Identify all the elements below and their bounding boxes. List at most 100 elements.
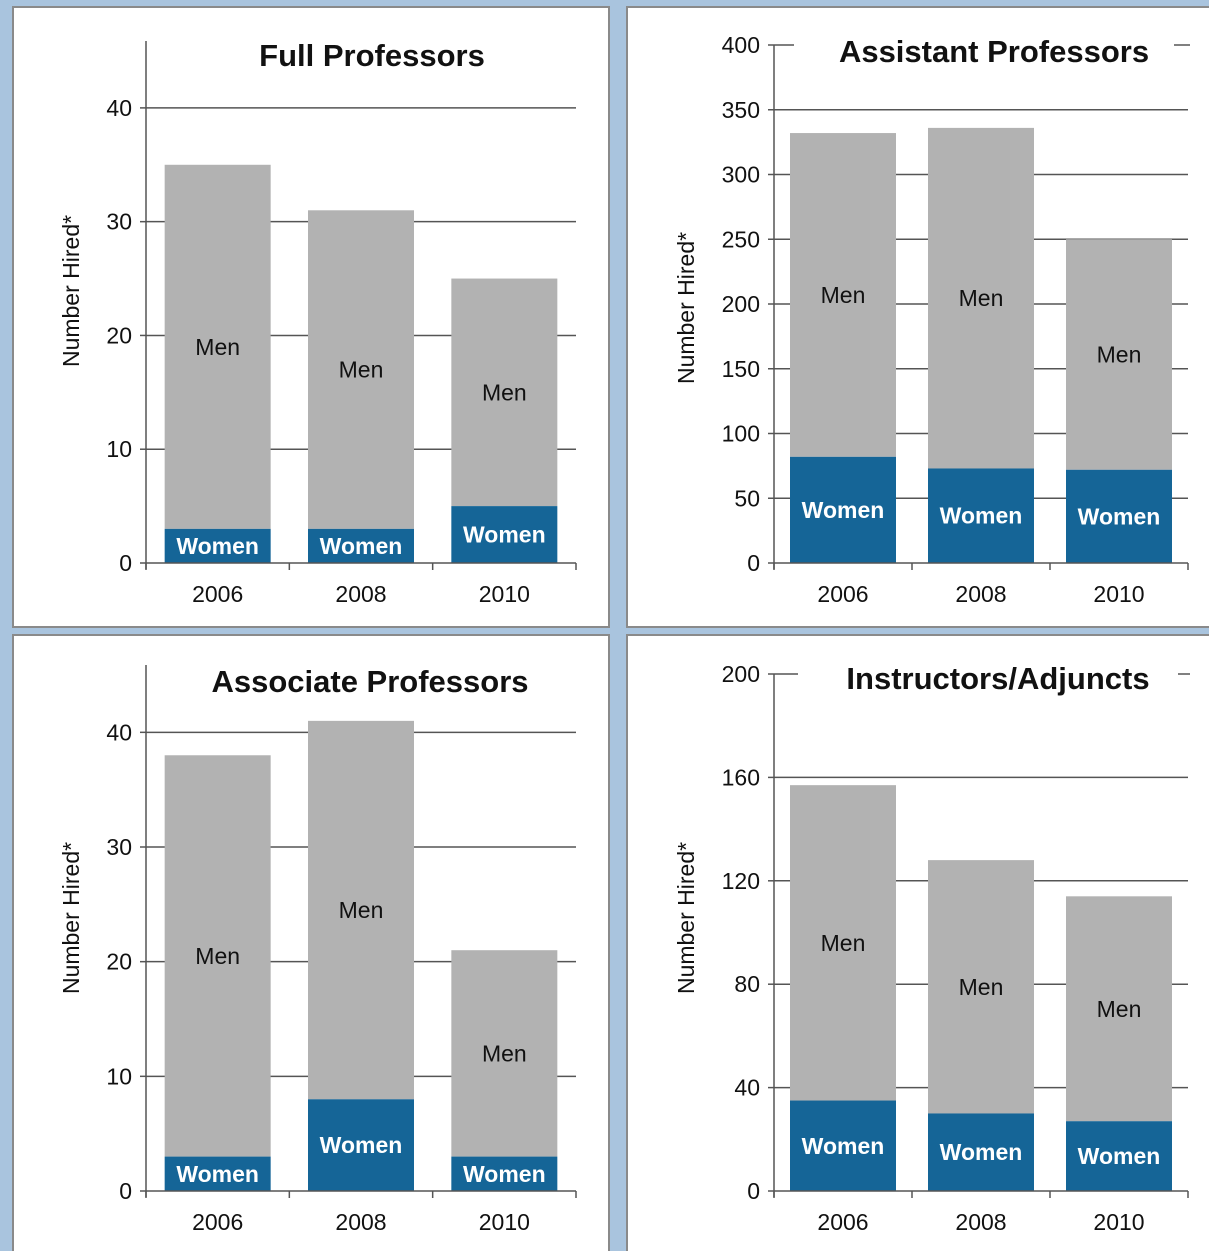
full-professors-panel: 0 10 20 30 40 Men Women 2006 Men Women 2008 Men Wome… bbox=[12, 6, 610, 628]
y-tick-label: 50 bbox=[734, 485, 760, 511]
bar-men-2008 bbox=[308, 210, 414, 529]
y-tick-label: 10 bbox=[106, 436, 132, 462]
x-tick-label: 2010 bbox=[479, 581, 530, 607]
bar-women-2008 bbox=[308, 528, 414, 563]
y-tick-label: 150 bbox=[722, 356, 760, 382]
segment-label-men: Men bbox=[482, 1040, 527, 1066]
y-tick-label: 30 bbox=[106, 834, 132, 860]
y-tick-label: 300 bbox=[722, 162, 760, 188]
y-tick-label: 30 bbox=[106, 209, 132, 235]
segment-label-women: Women bbox=[176, 533, 259, 559]
assistant-professors-panel: 0 50 100 150 200 250 300 350 400 Men Women 2006 Men W… bbox=[626, 6, 1209, 628]
segment-label-men: Men bbox=[339, 357, 384, 383]
y-tick-label: 200 bbox=[722, 661, 760, 687]
bar-men-2010 bbox=[1066, 239, 1172, 470]
x-tick-label: 2006 bbox=[817, 581, 868, 607]
chart-title: Associate Professors bbox=[211, 664, 528, 699]
segment-label-men: Men bbox=[195, 943, 240, 969]
bar-men-2010 bbox=[1066, 896, 1172, 1122]
x-tick-label: 2008 bbox=[335, 581, 386, 607]
bar-men-2006 bbox=[164, 164, 271, 529]
y-tick-label: 40 bbox=[106, 719, 132, 745]
x-tick-label: 2006 bbox=[192, 581, 243, 607]
y-tick-label: 200 bbox=[722, 291, 760, 317]
segment-label-men: Men bbox=[195, 334, 240, 360]
bar-men-2010 bbox=[451, 950, 558, 1157]
segment-label-women: Women bbox=[1078, 503, 1161, 529]
y-tick-label: 120 bbox=[722, 868, 760, 894]
segment-label-women: Women bbox=[463, 1161, 546, 1187]
bar-women-2006 bbox=[164, 1156, 271, 1191]
bar-women-2006 bbox=[790, 456, 896, 563]
bar-women-2006 bbox=[790, 1100, 896, 1191]
y-tick-label: 10 bbox=[106, 1063, 132, 1089]
segment-label-women: Women bbox=[320, 1132, 403, 1158]
chart-title: Instructors/Adjuncts bbox=[846, 661, 1149, 696]
associate-professors-panel: 0 10 20 30 40 Men Women 2006 Men Women 2008 Men Wome… bbox=[12, 634, 610, 1251]
segment-label-women: Women bbox=[320, 533, 403, 559]
segment-label-men: Men bbox=[959, 974, 1004, 1000]
segment-label-women: Women bbox=[463, 522, 546, 548]
x-tick-label: 2010 bbox=[1093, 581, 1144, 607]
instructors-adjuncts-chart: 0 40 80 120 160 200 Men Women 2006 Men Women 2008 Me… bbox=[673, 661, 1190, 1235]
y-tick-label: 100 bbox=[722, 421, 760, 447]
segment-label-women: Women bbox=[940, 1139, 1023, 1165]
x-tick-label: 2010 bbox=[1093, 1209, 1144, 1235]
segment-label-men: Men bbox=[821, 282, 866, 308]
instructors-adjuncts-panel: 0 40 80 120 160 200 Men Women 2006 Men Women 2008 Me… bbox=[626, 634, 1209, 1251]
bar-men-2008 bbox=[928, 860, 1034, 1114]
bar-women-2010 bbox=[451, 506, 558, 563]
segment-label-women: Women bbox=[940, 503, 1023, 529]
bar-men-2008 bbox=[308, 720, 414, 1100]
x-tick-label: 2010 bbox=[479, 1209, 530, 1235]
bar-women-2010 bbox=[451, 1156, 558, 1191]
bar-women-2010 bbox=[1066, 1121, 1172, 1191]
segment-label-men: Men bbox=[1097, 996, 1142, 1022]
segment-label-women: Women bbox=[176, 1161, 259, 1187]
bar-women-2008 bbox=[308, 1099, 414, 1191]
y-tick-label: 0 bbox=[119, 1178, 132, 1204]
bar-women-2008 bbox=[928, 468, 1034, 563]
x-tick-label: 2008 bbox=[335, 1209, 386, 1235]
y-axis-label: Number Hired* bbox=[58, 842, 84, 994]
segment-label-women: Women bbox=[1078, 1143, 1161, 1169]
y-axis-label: Number Hired* bbox=[673, 842, 699, 994]
y-tick-label: 80 bbox=[734, 971, 760, 997]
segment-label-men: Men bbox=[339, 897, 384, 923]
y-axis-label: Number Hired* bbox=[58, 215, 84, 367]
associate-professors-chart: 0 10 20 30 40 Men Women 2006 Men Women 2008 Men Wome… bbox=[58, 664, 577, 1235]
bar-women-2006 bbox=[164, 528, 271, 563]
bar-women-2010 bbox=[1066, 469, 1172, 563]
bar-men-2006 bbox=[790, 785, 896, 1101]
y-tick-label: 0 bbox=[119, 550, 132, 576]
segment-label-men: Men bbox=[482, 379, 527, 405]
segment-label-men: Men bbox=[959, 285, 1004, 311]
bar-men-2008 bbox=[928, 127, 1034, 469]
x-tick-label: 2008 bbox=[955, 1209, 1006, 1235]
y-axis-label: Number Hired* bbox=[673, 232, 699, 384]
bar-women-2008 bbox=[928, 1113, 1034, 1191]
y-tick-label: 40 bbox=[106, 95, 132, 121]
bar-men-2006 bbox=[790, 133, 896, 457]
y-tick-label: 350 bbox=[722, 97, 760, 123]
chart-title: Full Professors bbox=[259, 38, 485, 73]
y-tick-label: 400 bbox=[722, 32, 760, 58]
bar-men-2010 bbox=[451, 278, 558, 507]
segment-label-women: Women bbox=[802, 497, 885, 523]
bar-men-2006 bbox=[164, 755, 271, 1157]
segment-label-men: Men bbox=[821, 930, 866, 956]
chart-title: Assistant Professors bbox=[839, 34, 1149, 69]
segment-label-women: Women bbox=[802, 1133, 885, 1159]
y-tick-label: 20 bbox=[106, 322, 132, 348]
y-tick-label: 40 bbox=[734, 1075, 760, 1101]
y-tick-label: 0 bbox=[747, 550, 760, 576]
segment-label-men: Men bbox=[1097, 342, 1142, 368]
assistant-professors-chart: 0 50 100 150 200 250 300 350 400 Men Women 2006 Men W… bbox=[673, 32, 1190, 607]
y-tick-label: 20 bbox=[106, 949, 132, 975]
full-professors-chart: 0 10 20 30 40 Men Women 2006 Men Women 2008 Men Wome… bbox=[58, 38, 577, 607]
y-tick-label: 0 bbox=[747, 1178, 760, 1204]
y-tick-label: 160 bbox=[722, 764, 760, 790]
x-tick-label: 2008 bbox=[955, 581, 1006, 607]
y-tick-label: 250 bbox=[722, 226, 760, 252]
x-tick-label: 2006 bbox=[817, 1209, 868, 1235]
